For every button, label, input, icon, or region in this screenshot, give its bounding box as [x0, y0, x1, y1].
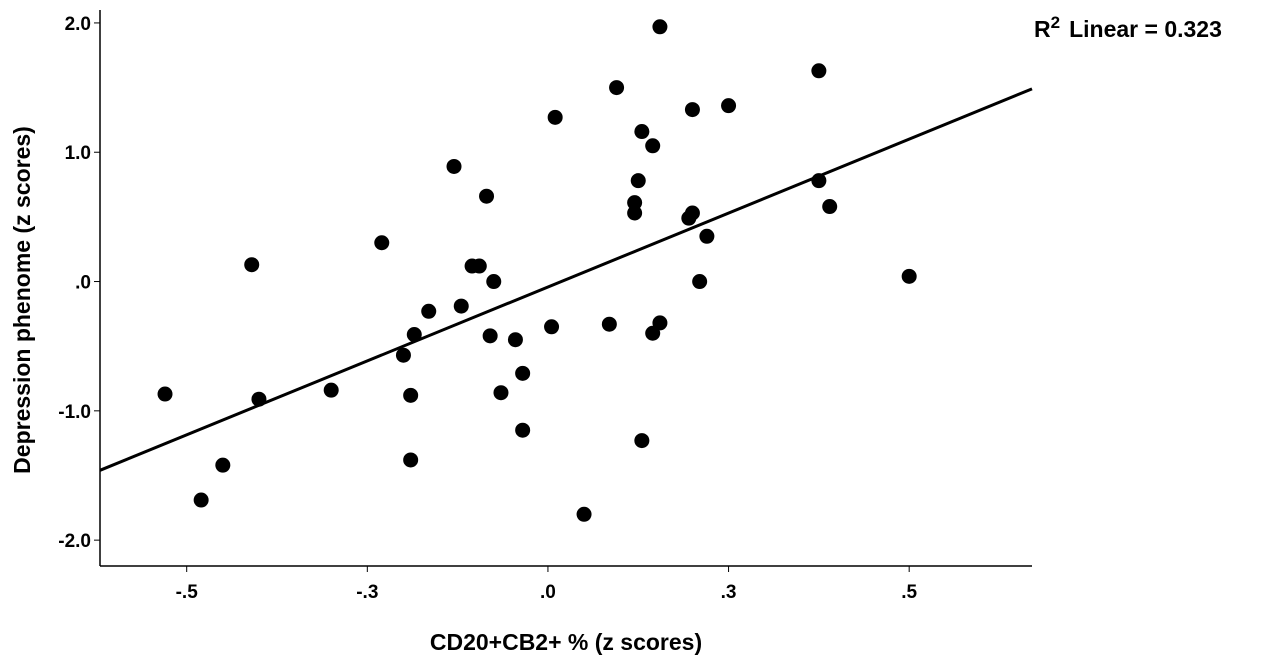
- scatter-point: [486, 274, 502, 290]
- scatter-point: [627, 195, 643, 211]
- scatter-point: [403, 452, 419, 468]
- x-tick-label: .5: [901, 582, 917, 603]
- scatter-point: [634, 124, 650, 140]
- scatter-point: [421, 303, 437, 319]
- scatter-point: [721, 98, 737, 114]
- scatter-point: [576, 506, 592, 522]
- scatter-point: [403, 387, 419, 403]
- scatter-point: [479, 188, 495, 204]
- regression-line: [99, 87, 1033, 472]
- scatter-point: [645, 138, 661, 154]
- scatter-point: [692, 274, 708, 290]
- y-tick-label: .0: [75, 273, 91, 294]
- y-tick-label: 1.0: [65, 143, 91, 164]
- scatter-point: [699, 228, 715, 244]
- scatter-point: [374, 235, 390, 251]
- scatter-point: [811, 173, 827, 189]
- scatter-point: [544, 319, 560, 335]
- scatter-point: [244, 257, 260, 273]
- scatter-point: [515, 365, 531, 381]
- tick-labels: -.5 -.3 .0 .3 .5 2.0 1.0 .0 -1.0 -2.0: [58, 14, 917, 603]
- scatter-point: [901, 268, 917, 284]
- scatter-point: [493, 385, 509, 401]
- scatter-point: [446, 158, 462, 174]
- axes: [94, 10, 1032, 572]
- scatter-point: [684, 205, 700, 221]
- scatter-point: [193, 492, 209, 508]
- r-squared-label: R2 Linear = 0.323: [1034, 13, 1222, 42]
- x-axis-title: CD20+CB2+ % (z scores): [430, 629, 702, 655]
- scatter-point: [157, 386, 173, 402]
- scatter-point: [627, 205, 643, 221]
- x-tick-label: .0: [540, 582, 556, 603]
- r-squared-prefix: R: [1034, 16, 1051, 42]
- scatter-point: [652, 19, 668, 35]
- fit-line-layer: [99, 87, 1033, 472]
- scatter-point: [323, 382, 339, 398]
- scatter-point: [634, 433, 650, 449]
- scatter-point: [811, 63, 827, 79]
- scatter-point: [215, 457, 231, 473]
- x-tick-label: -.5: [176, 582, 199, 603]
- scatter-point: [453, 298, 469, 314]
- scatter-point: [601, 316, 617, 332]
- scatter-point: [547, 109, 563, 125]
- scatter-point: [515, 422, 531, 438]
- scatter-point: [652, 315, 668, 331]
- y-axis-title: Depression phenome (z scores): [9, 126, 35, 474]
- scatter-point: [482, 328, 498, 344]
- x-tick-label: .3: [721, 582, 737, 603]
- scatter-point: [251, 391, 267, 407]
- x-tick-label: -.3: [356, 582, 378, 603]
- scatter-point: [471, 258, 487, 274]
- r-squared-value: Linear = 0.323: [1069, 16, 1222, 42]
- y-tick-label: -1.0: [58, 402, 91, 423]
- scatter-point: [406, 327, 422, 343]
- scatter-point: [507, 332, 523, 348]
- y-tick-label: 2.0: [65, 14, 91, 35]
- r-squared-superscript: 2: [1051, 13, 1060, 32]
- scatter-point: [395, 347, 411, 363]
- scatter-point: [684, 102, 700, 118]
- y-tick-label: -2.0: [58, 531, 91, 552]
- points-layer: [157, 19, 917, 522]
- scatter-point: [822, 199, 838, 215]
- scatter-point: [609, 80, 625, 96]
- scatter-point: [630, 173, 646, 189]
